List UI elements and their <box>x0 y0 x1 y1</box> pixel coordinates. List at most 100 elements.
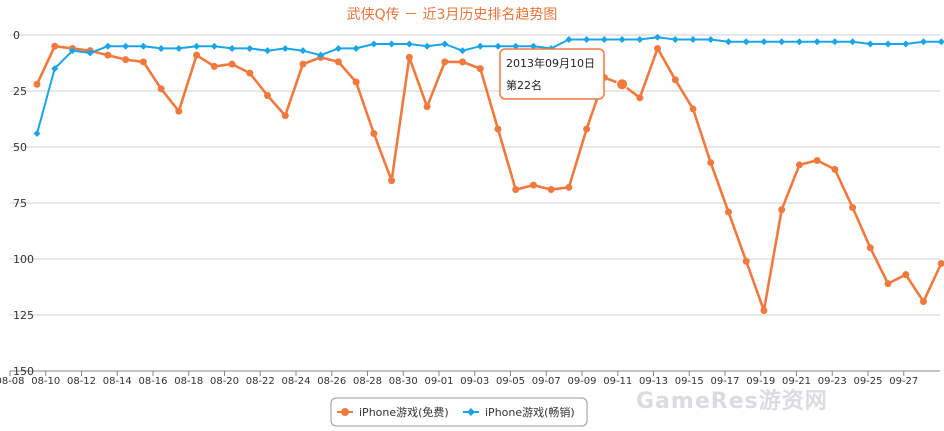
grid-lines <box>10 34 940 372</box>
data-point <box>866 244 874 252</box>
data-point <box>920 38 927 46</box>
data-point <box>370 130 378 138</box>
data-point <box>157 85 165 93</box>
x-tick-label: 08-18 <box>174 376 203 387</box>
data-point <box>742 38 750 46</box>
data-point <box>263 47 271 55</box>
data-point <box>139 42 147 50</box>
data-point <box>104 42 112 50</box>
y-tick-label: 0 <box>13 29 20 42</box>
data-point <box>689 35 697 43</box>
data-point <box>122 56 130 64</box>
data-point <box>175 44 183 52</box>
data-point <box>193 42 201 50</box>
data-point <box>760 307 768 315</box>
data-point <box>937 259 944 267</box>
x-tick-label: 09-21 <box>782 376 811 387</box>
data-point <box>671 35 679 43</box>
data-point <box>795 38 803 46</box>
x-tick-label: 08-28 <box>353 376 382 387</box>
legend-item-paid[interactable]: iPhone游戏(畅销) <box>463 405 575 419</box>
data-point <box>441 40 449 48</box>
data-point <box>193 51 201 59</box>
data-point <box>920 298 927 306</box>
tooltip-rank: 第22名 <box>506 78 542 92</box>
series-line-free <box>35 44 943 312</box>
data-point <box>441 58 449 66</box>
data-point <box>246 69 254 77</box>
data-point <box>778 206 786 214</box>
data-point <box>228 44 236 52</box>
data-point <box>707 35 715 43</box>
x-tick-label: 09-11 <box>603 376 632 387</box>
data-point <box>494 125 502 133</box>
series-paid <box>33 33 944 138</box>
data-point <box>33 130 41 138</box>
data-point <box>654 44 662 52</box>
x-tick-label: 08-22 <box>246 376 275 387</box>
x-tick-label: 08-24 <box>281 376 310 387</box>
legend-label-free: iPhone游戏(免费) <box>359 405 449 419</box>
data-point <box>246 44 254 52</box>
data-point <box>281 112 289 120</box>
data-point <box>884 40 892 48</box>
legend-label-paid: iPhone游戏(畅销) <box>485 405 575 419</box>
data-point <box>724 38 732 46</box>
data-point <box>228 60 236 68</box>
data-point <box>565 35 573 43</box>
data-point <box>459 58 467 66</box>
data-point <box>600 35 608 43</box>
legend-item-free[interactable]: iPhone游戏(免费) <box>337 405 449 419</box>
data-point <box>795 161 803 169</box>
legend-marker-free <box>341 408 349 416</box>
legend[interactable]: iPhone游戏(免费) iPhone游戏(畅销) <box>330 397 588 427</box>
data-point <box>334 58 342 66</box>
x-tick-label: 09-25 <box>853 376 882 387</box>
tooltip: 2013年09月10日 第22名 <box>499 48 605 100</box>
data-point <box>689 105 697 113</box>
tooltip-date: 2013年09月10日 <box>506 56 595 70</box>
data-point <box>742 257 750 265</box>
data-point <box>405 53 413 61</box>
x-tick-label: 08-08 <box>0 376 25 387</box>
data-point <box>512 186 520 194</box>
data-point <box>760 38 768 46</box>
data-point <box>512 42 520 50</box>
x-tick-label: 09-05 <box>496 376 525 387</box>
data-point <box>813 38 821 46</box>
data-point <box>157 44 165 52</box>
data-point <box>476 42 484 50</box>
data-point <box>884 280 892 288</box>
data-point <box>937 38 944 46</box>
data-point <box>405 40 413 48</box>
data-point <box>636 94 644 102</box>
x-tick-label: 08-26 <box>317 376 346 387</box>
legend-marker-paid <box>467 408 475 416</box>
data-point <box>299 60 307 68</box>
x-tick-label: 09-09 <box>567 376 596 387</box>
data-point <box>618 35 626 43</box>
data-point <box>104 51 112 59</box>
y-tick-label: 100 <box>13 253 34 266</box>
data-point <box>423 42 431 50</box>
data-point <box>831 38 839 46</box>
data-point <box>831 165 839 173</box>
x-tick-label: 08-20 <box>210 376 239 387</box>
series-free <box>33 42 944 315</box>
x-tick-label: 09-27 <box>889 376 918 387</box>
data-point <box>388 177 396 185</box>
data-point <box>778 38 786 46</box>
x-tick-label: 09-23 <box>818 376 847 387</box>
data-point <box>902 271 910 279</box>
data-point <box>813 156 821 164</box>
data-point <box>583 35 591 43</box>
y-tick-label: 25 <box>13 85 27 98</box>
data-point <box>654 33 662 41</box>
data-point <box>583 125 591 133</box>
x-tick-label: 09-01 <box>424 376 453 387</box>
data-point <box>352 44 360 52</box>
x-tick-label: 08-16 <box>138 376 167 387</box>
x-tick-label: 08-12 <box>67 376 96 387</box>
data-point <box>529 181 537 189</box>
x-tick-label: 09-19 <box>746 376 775 387</box>
